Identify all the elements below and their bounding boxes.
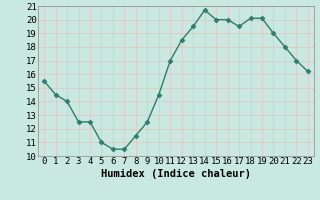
X-axis label: Humidex (Indice chaleur): Humidex (Indice chaleur) xyxy=(101,169,251,179)
